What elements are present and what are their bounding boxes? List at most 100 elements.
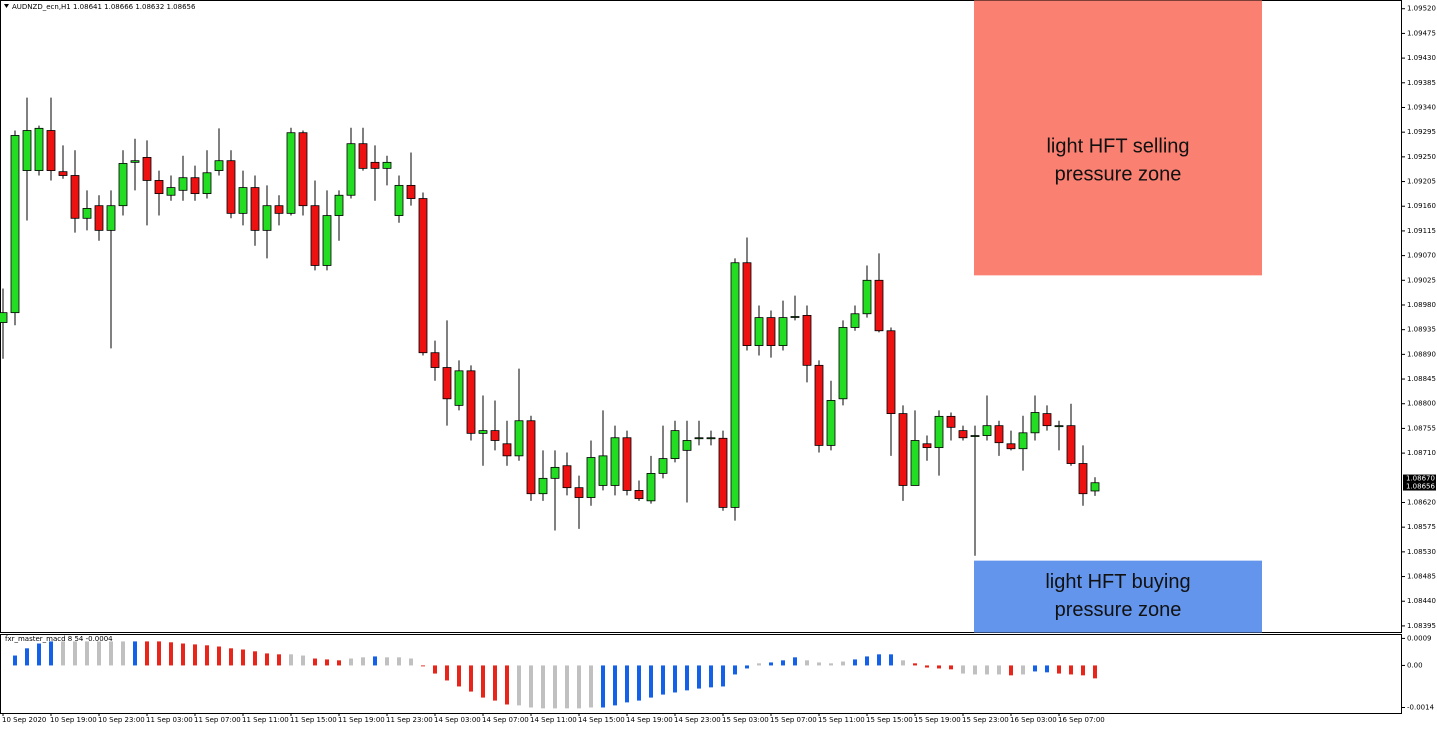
- histogram-bar: [841, 661, 845, 666]
- histogram-bar: [505, 665, 509, 705]
- y-tick-label: 1.08935: [1407, 326, 1436, 334]
- candle-body: [82, 208, 92, 219]
- y-tick-label: 1.09385: [1407, 79, 1436, 87]
- x-tick-label: 11 Sep 11:00: [242, 716, 289, 724]
- histogram-bar: [241, 649, 245, 666]
- candle-body: [310, 205, 320, 266]
- candle-body: [322, 215, 332, 266]
- candle-body: [706, 437, 716, 440]
- histogram-bar: [661, 665, 665, 695]
- candle-body: [622, 437, 632, 491]
- histogram-bar: [937, 665, 941, 669]
- candle-body: [562, 465, 572, 489]
- histogram-bar: [445, 665, 449, 681]
- y-tick-label: 1.09430: [1407, 54, 1436, 62]
- candle-body: [106, 205, 116, 231]
- candle-body: [946, 415, 956, 428]
- histogram-bar: [1081, 665, 1085, 676]
- candle-body: [922, 443, 932, 449]
- x-tick-label: 15 Sep 19:00: [914, 716, 961, 724]
- histogram-bar: [1057, 665, 1061, 674]
- zone: [974, 560, 1262, 633]
- candle-body: [670, 430, 680, 459]
- y-tick-label: 1.08800: [1407, 400, 1436, 408]
- candle-body: [646, 473, 656, 502]
- histogram-bar: [469, 665, 473, 692]
- candle-body: [742, 262, 752, 346]
- candle-body: [250, 187, 260, 231]
- histogram-bar: [493, 665, 497, 701]
- x-tick-label: 14 Sep 11:00: [530, 716, 577, 724]
- price-marker: [1403, 474, 1436, 483]
- histogram-bar: [901, 660, 905, 666]
- y-tick-label: 1.08890: [1407, 350, 1436, 358]
- histogram-bar: [949, 665, 953, 670]
- candle-body: [610, 437, 620, 486]
- histogram-bar: [769, 662, 773, 666]
- candle-body: [826, 400, 836, 446]
- candle-body: [934, 415, 944, 449]
- histogram-bar: [97, 641, 101, 666]
- y-tick-label: 1.09295: [1407, 128, 1436, 136]
- candle-body: [550, 466, 560, 479]
- y-tick-label: 1.09340: [1407, 103, 1436, 111]
- histogram-bar: [73, 641, 77, 666]
- menu-triangle: [4, 4, 9, 8]
- candle-body: [514, 420, 524, 457]
- histogram-bar: [781, 660, 785, 666]
- histogram-bar: [1045, 665, 1049, 673]
- candle-body: [538, 477, 548, 495]
- x-tick-label: 15 Sep 07:00: [770, 716, 817, 724]
- candle-body: [1054, 425, 1064, 428]
- histogram-bar: [613, 665, 617, 706]
- histogram-bar: [49, 641, 53, 666]
- x-tick-label: 15 Sep 15:00: [866, 716, 913, 724]
- histogram-bar: [1021, 665, 1025, 675]
- candle-body: [214, 160, 224, 171]
- candle-body: [730, 262, 740, 508]
- histogram-bar: [649, 665, 653, 698]
- x-tick-label: 11 Sep 03:00: [146, 716, 193, 724]
- histogram-bar: [181, 643, 185, 666]
- histogram-bar: [673, 665, 677, 693]
- histogram-bar: [313, 658, 317, 666]
- histogram-bar: [109, 641, 113, 666]
- histogram-bar: [61, 641, 65, 666]
- candle-body: [418, 198, 428, 354]
- y-tick-label: 1.08485: [1407, 573, 1436, 581]
- candle-body: [838, 327, 848, 400]
- candle-body: [34, 127, 44, 171]
- y-tick-label: 1.09520: [1407, 5, 1436, 13]
- histogram-bar: [733, 665, 737, 675]
- candle-body: [490, 430, 500, 441]
- candle-body: [958, 430, 968, 439]
- candle-body: [718, 437, 728, 508]
- candle-body: [634, 490, 644, 500]
- candle-body: [10, 135, 20, 314]
- candle-body: [766, 317, 776, 346]
- candle-body: [970, 435, 980, 437]
- histogram-bar: [265, 653, 269, 666]
- candle-body: [1078, 463, 1088, 495]
- histogram-bar: [133, 641, 137, 666]
- histogram-bar: [925, 665, 929, 668]
- x-tick-label: 10 Sep 2020: [2, 716, 46, 724]
- histogram-bar: [361, 657, 365, 666]
- candle-body: [0, 312, 8, 323]
- candle-body: [370, 161, 380, 169]
- y-tick-label: 1.08395: [1407, 622, 1436, 630]
- candle-body: [58, 171, 68, 176]
- histogram-bar: [1093, 665, 1097, 679]
- candle-body: [262, 205, 272, 231]
- candle-body: [142, 157, 152, 181]
- candle-body: [874, 279, 884, 332]
- candle-body: [910, 440, 920, 486]
- y-tick-label: 1.08530: [1407, 548, 1436, 556]
- histogram-bar: [337, 660, 341, 666]
- histogram-bar: [757, 663, 761, 666]
- histogram-bar: [1033, 665, 1037, 672]
- histogram-bar: [553, 665, 557, 709]
- y-tick-label: 1.08980: [1407, 301, 1436, 309]
